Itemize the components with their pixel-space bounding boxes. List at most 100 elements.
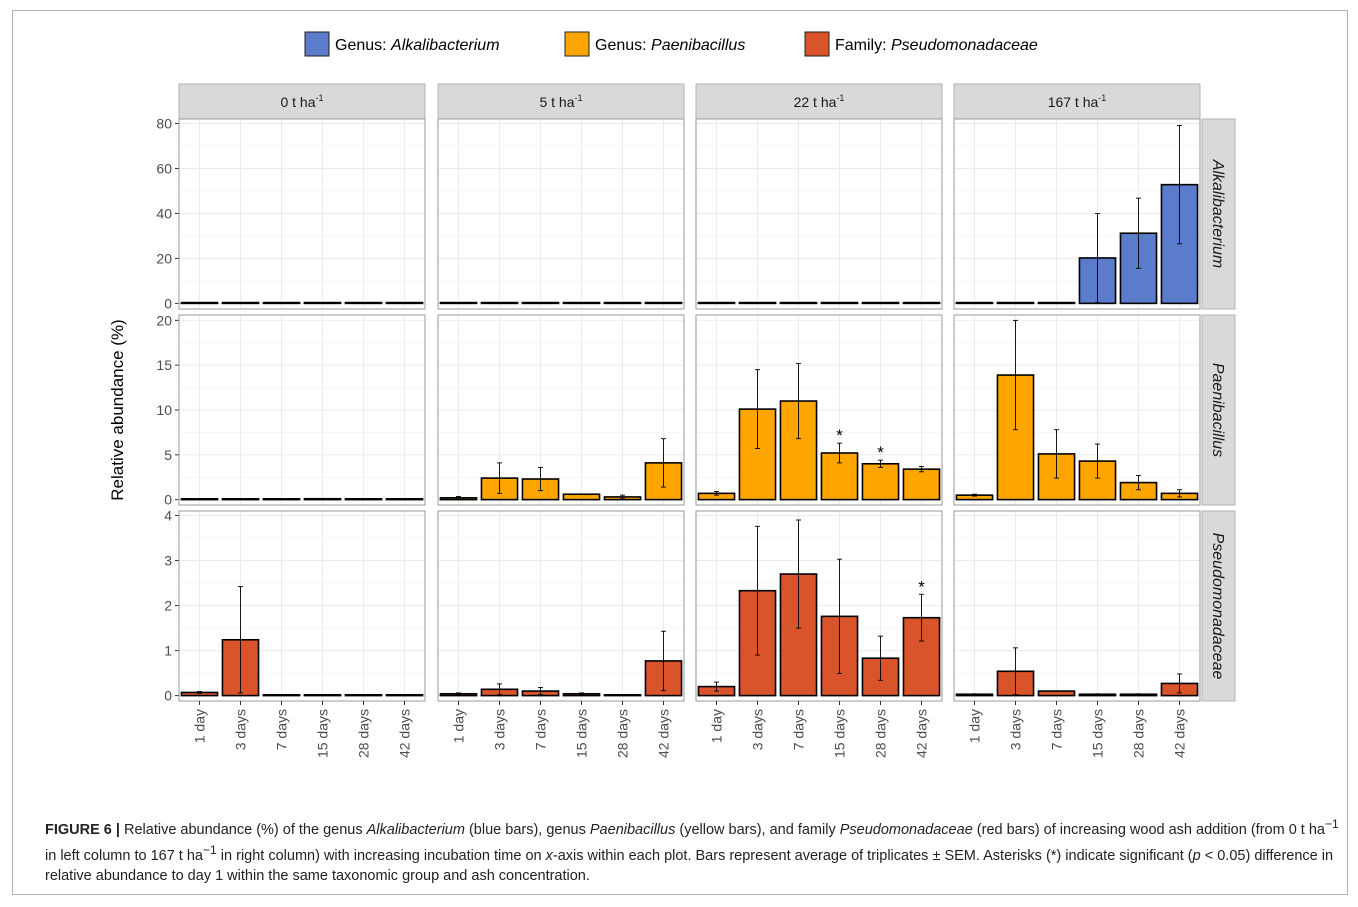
caption-text: (blue bars), genus bbox=[464, 821, 590, 838]
panel bbox=[953, 510, 1201, 702]
panel-border bbox=[695, 118, 943, 310]
legend-swatch bbox=[304, 31, 330, 57]
bar bbox=[303, 497, 342, 501]
row-strip bbox=[1201, 118, 1236, 310]
bar bbox=[521, 301, 560, 305]
y-tick-label: 15 bbox=[156, 357, 172, 373]
column-strip-label: 5 t ha-1 bbox=[539, 93, 582, 110]
bar bbox=[996, 301, 1035, 305]
x-tick-label: 15 days bbox=[1090, 709, 1106, 758]
row-strip bbox=[1201, 510, 1236, 702]
panel: * bbox=[695, 510, 943, 702]
bar bbox=[385, 301, 424, 305]
caption-text: < 0.05) difference in relative abundance… bbox=[45, 847, 1334, 884]
x-tick-label: 7 days bbox=[533, 709, 549, 750]
bar bbox=[439, 301, 478, 305]
panel bbox=[437, 118, 685, 310]
y-tick-label: 2 bbox=[164, 598, 172, 614]
y-tick-label: 10 bbox=[156, 402, 172, 418]
bar bbox=[1037, 301, 1076, 305]
panel bbox=[178, 510, 426, 702]
faceted-bar-chart: Genus: Alkalibacterium Genus: Paenibacill… bbox=[108, 31, 1236, 758]
panel: ** bbox=[695, 314, 943, 506]
caption-superscript: −1 bbox=[1324, 817, 1339, 831]
panel-background bbox=[954, 119, 1200, 309]
caption-taxon: Paenibacillus bbox=[589, 821, 676, 838]
y-tick-label: 1 bbox=[164, 643, 172, 659]
panel-background bbox=[179, 119, 425, 309]
panel-border bbox=[178, 118, 426, 310]
caption-text: Relative abundance (%) of the genus bbox=[119, 821, 367, 838]
bar bbox=[303, 693, 342, 697]
x-tick-label: 42 days bbox=[914, 709, 930, 758]
bar bbox=[221, 301, 260, 305]
legend-swatch bbox=[564, 31, 590, 57]
x-tick-label: 3 days bbox=[1008, 709, 1024, 750]
bar bbox=[344, 693, 383, 697]
x-tick-label: 42 days bbox=[1172, 709, 1188, 758]
x-tick-label: 3 days bbox=[750, 709, 766, 750]
bar bbox=[562, 301, 601, 305]
x-tick-label: 7 days bbox=[1049, 709, 1065, 750]
panel bbox=[695, 118, 943, 310]
bar bbox=[180, 301, 219, 305]
column-strip bbox=[695, 83, 943, 120]
bar bbox=[738, 301, 777, 305]
column-strip-label: 0 t ha-1 bbox=[280, 93, 323, 110]
y-tick-label: 0 bbox=[164, 688, 172, 704]
panel bbox=[437, 314, 685, 506]
significance-marker: * bbox=[836, 426, 843, 445]
panel-border bbox=[178, 510, 426, 702]
caption-text: -axis within each plot. Bars represent a… bbox=[552, 847, 1193, 864]
bar bbox=[779, 301, 818, 305]
bar bbox=[344, 301, 383, 305]
caption-taxon: Pseudomonadaceae bbox=[839, 821, 973, 838]
figure-caption: FIGURE 6 | Relative abundance (%) of the… bbox=[45, 814, 1345, 886]
panel-border bbox=[178, 314, 426, 506]
row-strip bbox=[1201, 314, 1236, 506]
x-tick-label: 7 days bbox=[274, 709, 290, 750]
bar bbox=[902, 468, 941, 501]
legend-label: Genus: Paenibacillus bbox=[595, 37, 745, 54]
x-tick-label: 28 days bbox=[873, 709, 889, 758]
caption-text: in right column) with increasing incubat… bbox=[216, 847, 546, 864]
x-tick-label: 42 days bbox=[397, 709, 413, 758]
panel-border bbox=[953, 314, 1201, 506]
caption-text: in left column to 167 t ha bbox=[45, 847, 203, 864]
bar bbox=[262, 301, 301, 305]
panel bbox=[953, 314, 1201, 506]
legend-swatch bbox=[804, 31, 830, 57]
bar bbox=[385, 498, 424, 501]
legend: Genus: Alkalibacterium Genus: Paenibacill… bbox=[304, 31, 1038, 57]
bar bbox=[697, 301, 736, 305]
x-tick-label: 7 days bbox=[791, 709, 807, 750]
y-tick-label: 60 bbox=[156, 160, 172, 176]
bar bbox=[902, 301, 941, 305]
caption-superscript: −1 bbox=[203, 842, 217, 857]
bar bbox=[861, 462, 900, 501]
x-tick-label: 1 day bbox=[967, 709, 983, 743]
row-strip-label: Alkalibacterium bbox=[1209, 159, 1226, 268]
caption-taxon: Alkalibacterium bbox=[366, 821, 465, 838]
column-strip-label: 22 t ha-1 bbox=[794, 93, 845, 110]
x-tick-label: 15 days bbox=[315, 709, 331, 758]
panel bbox=[953, 118, 1201, 310]
bar bbox=[221, 498, 260, 501]
bar bbox=[603, 693, 642, 697]
x-tick-label: 28 days bbox=[356, 709, 372, 758]
x-tick-label: 28 days bbox=[615, 709, 631, 758]
x-tick-label: 3 days bbox=[233, 709, 249, 750]
row-strip-label: Pseudomonadaceae bbox=[1209, 533, 1226, 680]
x-tick-label: 28 days bbox=[1131, 709, 1147, 758]
bar bbox=[955, 301, 994, 305]
column-strip bbox=[953, 83, 1201, 120]
x-tick-label: 1 day bbox=[709, 709, 725, 743]
y-tick-label: 80 bbox=[156, 115, 172, 131]
y-axis-title: Relative abundance (%) bbox=[108, 319, 127, 500]
y-tick-label: 0 bbox=[164, 295, 172, 311]
bar bbox=[262, 498, 301, 501]
bar bbox=[820, 301, 859, 305]
bar bbox=[344, 498, 383, 501]
panel-border bbox=[437, 314, 685, 506]
panel bbox=[178, 314, 426, 506]
